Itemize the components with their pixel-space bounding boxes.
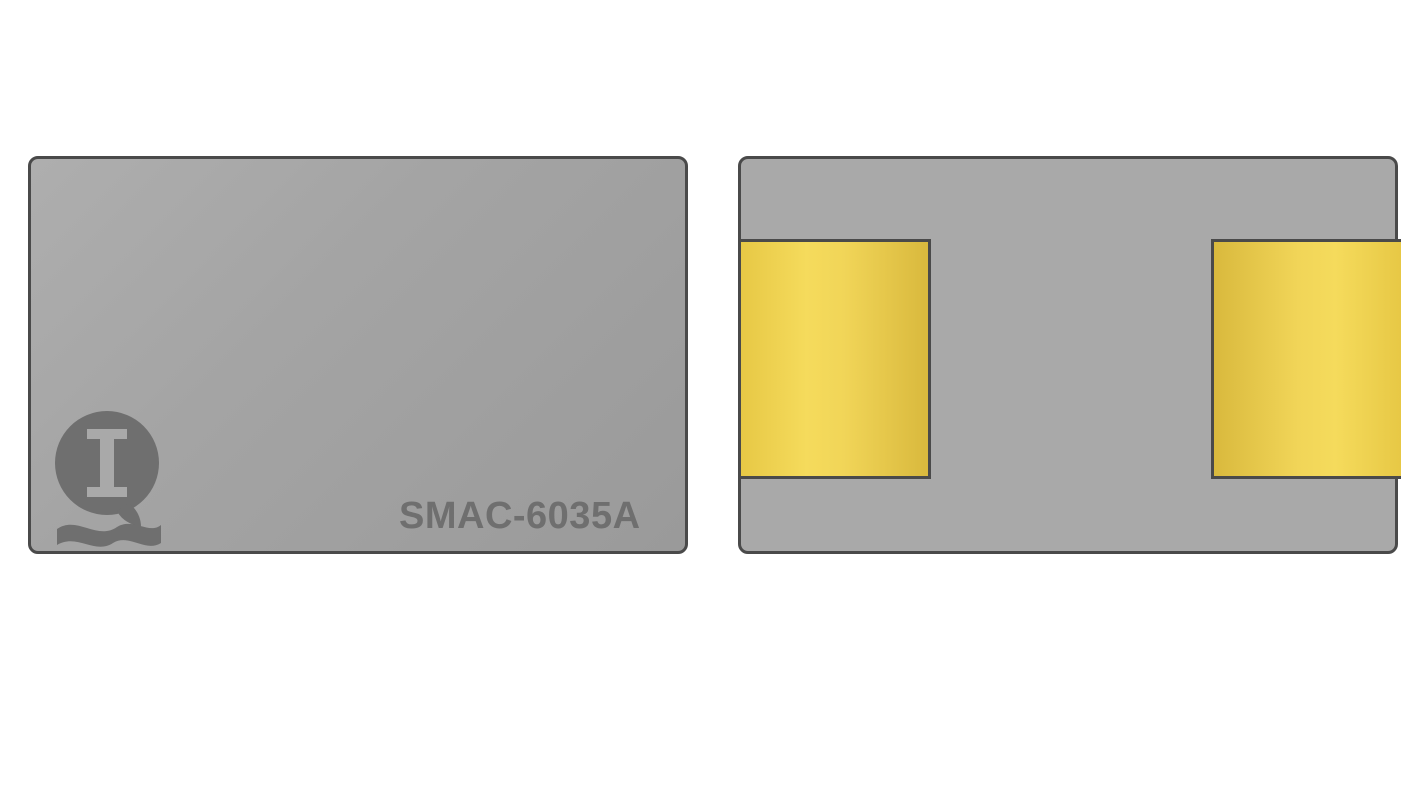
canvas: SMAC-6035A — [0, 0, 1420, 798]
interquip-logo-icon — [51, 407, 163, 547]
solder-pad-right — [1211, 239, 1401, 479]
part-number-label: SMAC-6035A — [399, 495, 641, 538]
solder-pad-left — [741, 239, 931, 479]
component-bottom-view — [738, 156, 1398, 554]
component-top-view: SMAC-6035A — [28, 156, 688, 554]
logo-svg — [51, 407, 163, 547]
